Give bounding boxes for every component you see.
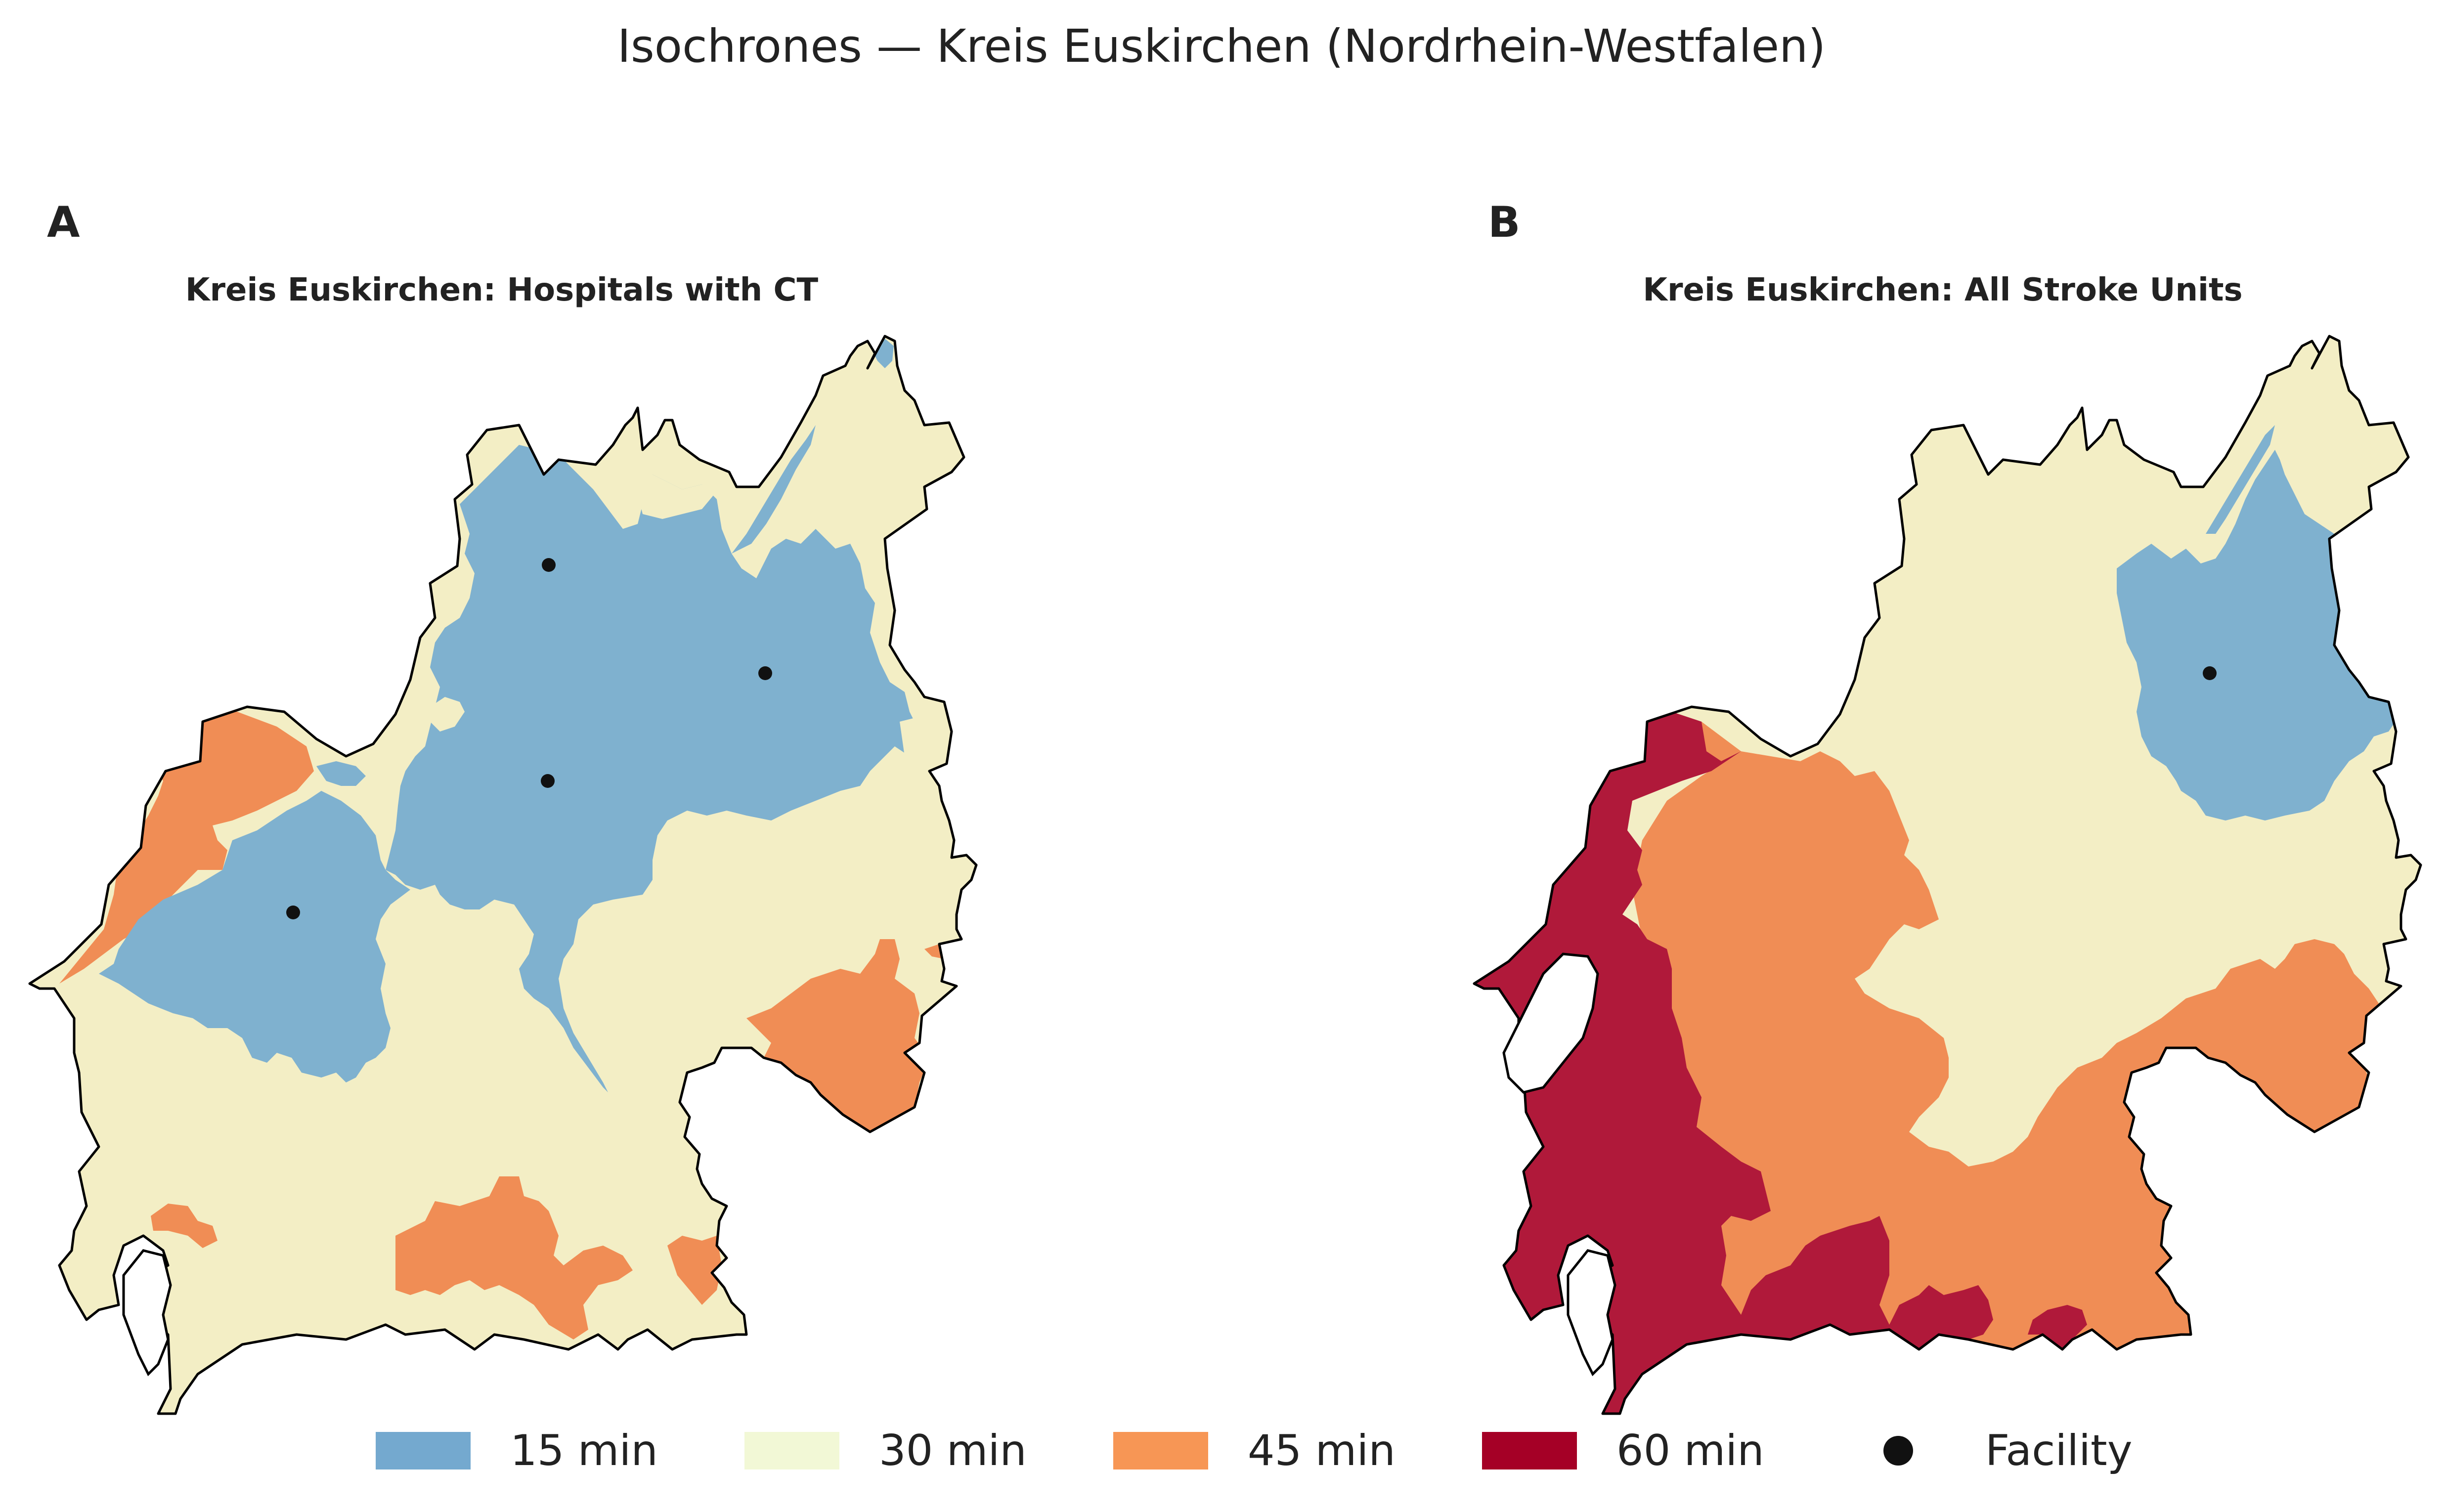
isochrone-15min-a-nw-strip	[316, 761, 366, 786]
isochrone-60min-b	[1474, 712, 1968, 1414]
facilities-a	[286, 558, 772, 919]
legend-label: 15 min	[510, 1426, 658, 1475]
facility-marker	[541, 774, 555, 788]
facility-marker	[2203, 666, 2217, 680]
excluded-area-b-west	[1502, 952, 1599, 1094]
isochrone-30min-a-hole-1	[638, 475, 714, 519]
legend-item-60min: 60 min	[1482, 1426, 1764, 1475]
figure-title: Isochrones — Kreis Euskirchen (Nordrhein…	[617, 20, 1826, 73]
legend-swatch-15min	[376, 1432, 471, 1469]
facility-marker	[286, 906, 300, 919]
panel-a-letter: A	[47, 198, 80, 247]
legend-facility-dot	[1883, 1436, 1913, 1466]
isochrone-30min-a-hole-2	[430, 697, 465, 732]
isochrone-15min-b-river	[2206, 425, 2275, 534]
isochrone-45min-b-west-patch	[1701, 722, 1741, 761]
panel-b-letter: B	[1488, 198, 1521, 247]
isochrone-15min-a-south-tip	[148, 1379, 161, 1414]
legend-item-facility: Facility	[1851, 1426, 2133, 1475]
facility-marker	[758, 666, 772, 680]
excluded-area-a	[122, 1249, 172, 1377]
isochrone-15min-b	[2117, 450, 2399, 821]
excluded-area-b-south	[1567, 1249, 1616, 1377]
isochrone-45min-b	[1632, 751, 2379, 1349]
panel-a-title: Kreis Euskirchen: Hospitals with CT	[185, 272, 819, 308]
map-panel-b	[1444, 297, 2433, 1433]
legend-item-15min: 15 min	[376, 1426, 658, 1475]
isochrone-15min-a-river	[732, 425, 816, 554]
isochrone-60min-b-south-1	[1944, 1285, 1993, 1339]
legend-swatch-45min	[1113, 1432, 1208, 1469]
legend-swatch-60min	[1482, 1432, 1577, 1469]
isochrone-30min-b-inset	[1998, 870, 2216, 1117]
isochrone-45min-a-southwest-small	[151, 1204, 218, 1248]
isochrone-15min-a-main	[386, 445, 924, 1092]
legend-label: 45 min	[1247, 1426, 1396, 1475]
legend-item-30min: 30 min	[744, 1426, 1027, 1475]
isochrone-45min-a-south-center	[395, 1176, 633, 1339]
panel-b-title: Kreis Euskirchen: All Stroke Units	[1643, 272, 2243, 308]
isochrone-15min-a-west	[99, 791, 410, 1082]
legend-item-45min: 45 min	[1113, 1426, 1396, 1475]
legend-label: 60 min	[1616, 1426, 1764, 1475]
legend: 15 min 30 min 45 min 60 min Facility	[376, 1424, 2219, 1478]
map-panel-a	[0, 297, 989, 1433]
isochrone-30min-a-hole-3	[900, 717, 939, 771]
isochrone-45min-a-east	[746, 939, 929, 1132]
legend-swatch-30min	[744, 1432, 839, 1469]
legend-label: 30 min	[878, 1426, 1027, 1475]
legend-label: Facility	[1985, 1426, 2133, 1475]
facility-marker	[542, 558, 556, 572]
isochrone-45min-a-northwest	[59, 707, 314, 984]
isochrone-45min-a-southeast-small	[667, 1236, 722, 1305]
facilities-b	[2203, 666, 2217, 680]
